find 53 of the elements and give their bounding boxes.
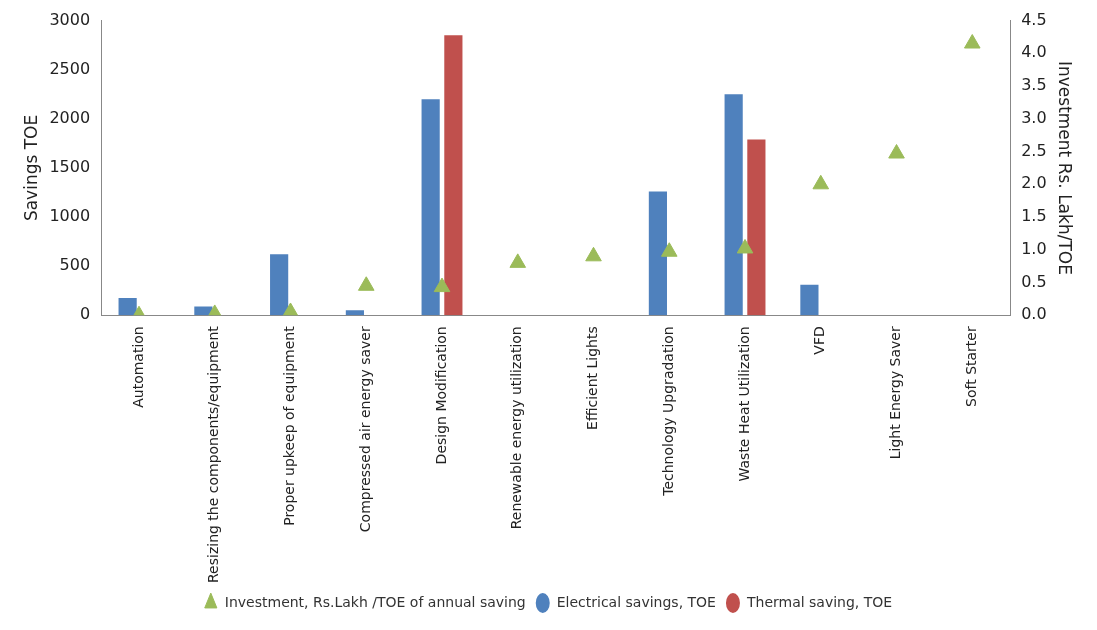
y2-tick-label: 3.0 [1021, 107, 1047, 127]
x-tick-label: Design Modification [432, 326, 449, 465]
y2-tick-label: 0.5 [1021, 271, 1047, 291]
y2-tick-label: 2.0 [1021, 173, 1047, 193]
y-tick-label: 2000 [49, 107, 91, 127]
x-tick-label: Compressed air energy saver [356, 326, 373, 533]
bar [270, 254, 289, 316]
x-tick-label: Light Energy Saver [887, 326, 904, 460]
bar [444, 35, 463, 316]
y-tick-label: 3000 [49, 9, 91, 29]
y-tick-label: 2500 [49, 58, 91, 78]
point [357, 276, 375, 291]
bar [345, 310, 364, 316]
x-tick-label: Technology Upgradation [659, 326, 676, 497]
y-tick-label: 0 [79, 304, 91, 324]
x-tick-label: Renewable energy utilization [508, 326, 525, 530]
y-tick-label: 500 [59, 255, 91, 275]
point [888, 144, 905, 159]
point [963, 34, 981, 49]
y2-tick-label: 4.0 [1021, 42, 1047, 62]
legend-label: Electrical savings, TOE [556, 593, 716, 610]
point [660, 242, 678, 257]
bar [648, 191, 667, 316]
x-tick-label: Efficient Lights [584, 326, 601, 430]
x-tick-label: Automation [129, 326, 146, 408]
y2-axis-title: Investment Rs. Lakh/TOE [1055, 60, 1076, 275]
point [433, 277, 451, 293]
bar [747, 139, 766, 316]
x-tick-label: Proper upkeep of equipment [281, 325, 298, 526]
y2-tick-label: 1.5 [1021, 206, 1047, 226]
y-axis-title: Savings TOE [20, 114, 41, 222]
y2-tick-label: 1.0 [1021, 238, 1047, 258]
x-tick-label: Resizing the components/equipment [205, 325, 222, 584]
bar [421, 99, 440, 316]
point [736, 238, 754, 254]
point [585, 246, 602, 262]
x-tick-label: Soft Starter [962, 326, 979, 407]
y2-tick-label: 3.5 [1021, 75, 1047, 95]
legend-label: Investment, Rs.Lakh /TOE of annual saving [224, 593, 526, 610]
bar [800, 284, 819, 316]
y-tick-label: 1500 [49, 157, 91, 177]
y2-tick-label: 0.0 [1021, 304, 1047, 324]
y-tick-label: 1000 [49, 206, 91, 226]
point [282, 302, 299, 316]
bar [724, 94, 743, 316]
point [812, 174, 830, 190]
point [509, 253, 527, 268]
x-tick-label: Waste Heat Utilization [735, 326, 752, 482]
y2-tick-label: 2.5 [1021, 140, 1047, 160]
legend-label: Thermal saving, TOE [745, 593, 893, 610]
bar [118, 298, 137, 316]
y2-tick-label: 4.5 [1021, 9, 1047, 29]
x-tick-label: VFD [811, 326, 828, 355]
